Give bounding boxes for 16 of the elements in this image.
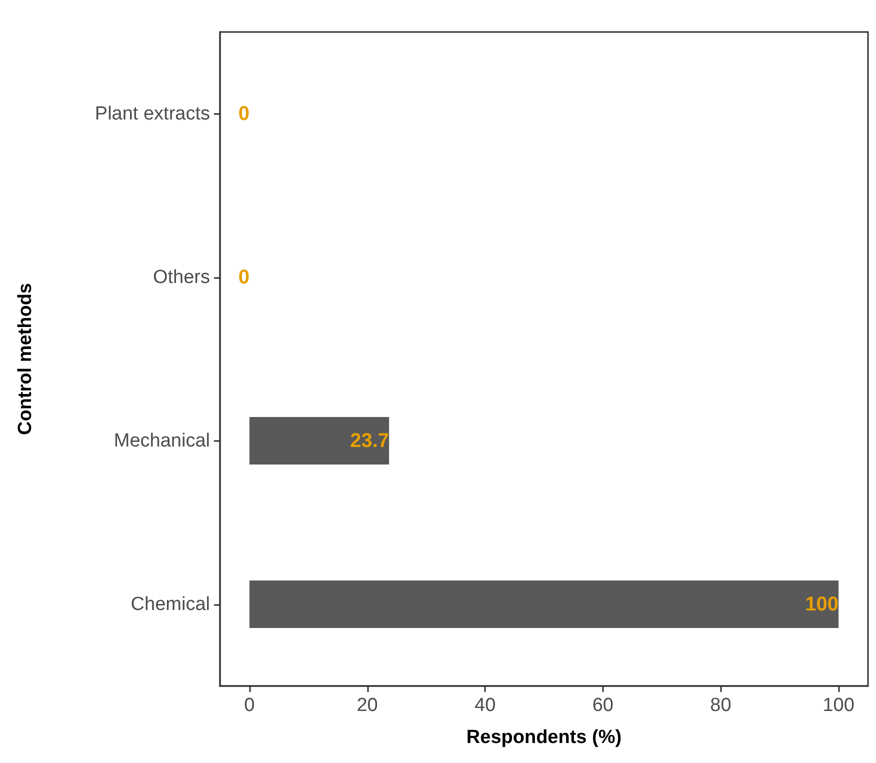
x-tick-label: 20 bbox=[356, 695, 378, 716]
x-tick-label: 0 bbox=[244, 695, 255, 716]
x-tick-label: 60 bbox=[592, 695, 614, 716]
y-tick-label: Others bbox=[152, 266, 210, 288]
data-label: 23.7 bbox=[350, 430, 390, 452]
y-axis-title: Control methods bbox=[15, 283, 36, 435]
x-axis-title: Respondents (%) bbox=[466, 727, 622, 748]
x-tick-label: 80 bbox=[710, 695, 732, 716]
data-label: 0 bbox=[238, 266, 250, 288]
x-tick-label: 40 bbox=[474, 695, 496, 716]
y-tick-label: Mechanical bbox=[114, 430, 210, 452]
data-label: 100 bbox=[805, 593, 839, 616]
data-label: 0 bbox=[238, 102, 250, 125]
y-tick-label: Chemical bbox=[130, 594, 210, 615]
x-tick-label: 100 bbox=[822, 695, 854, 716]
y-tick-label: Plant extracts bbox=[94, 103, 210, 124]
